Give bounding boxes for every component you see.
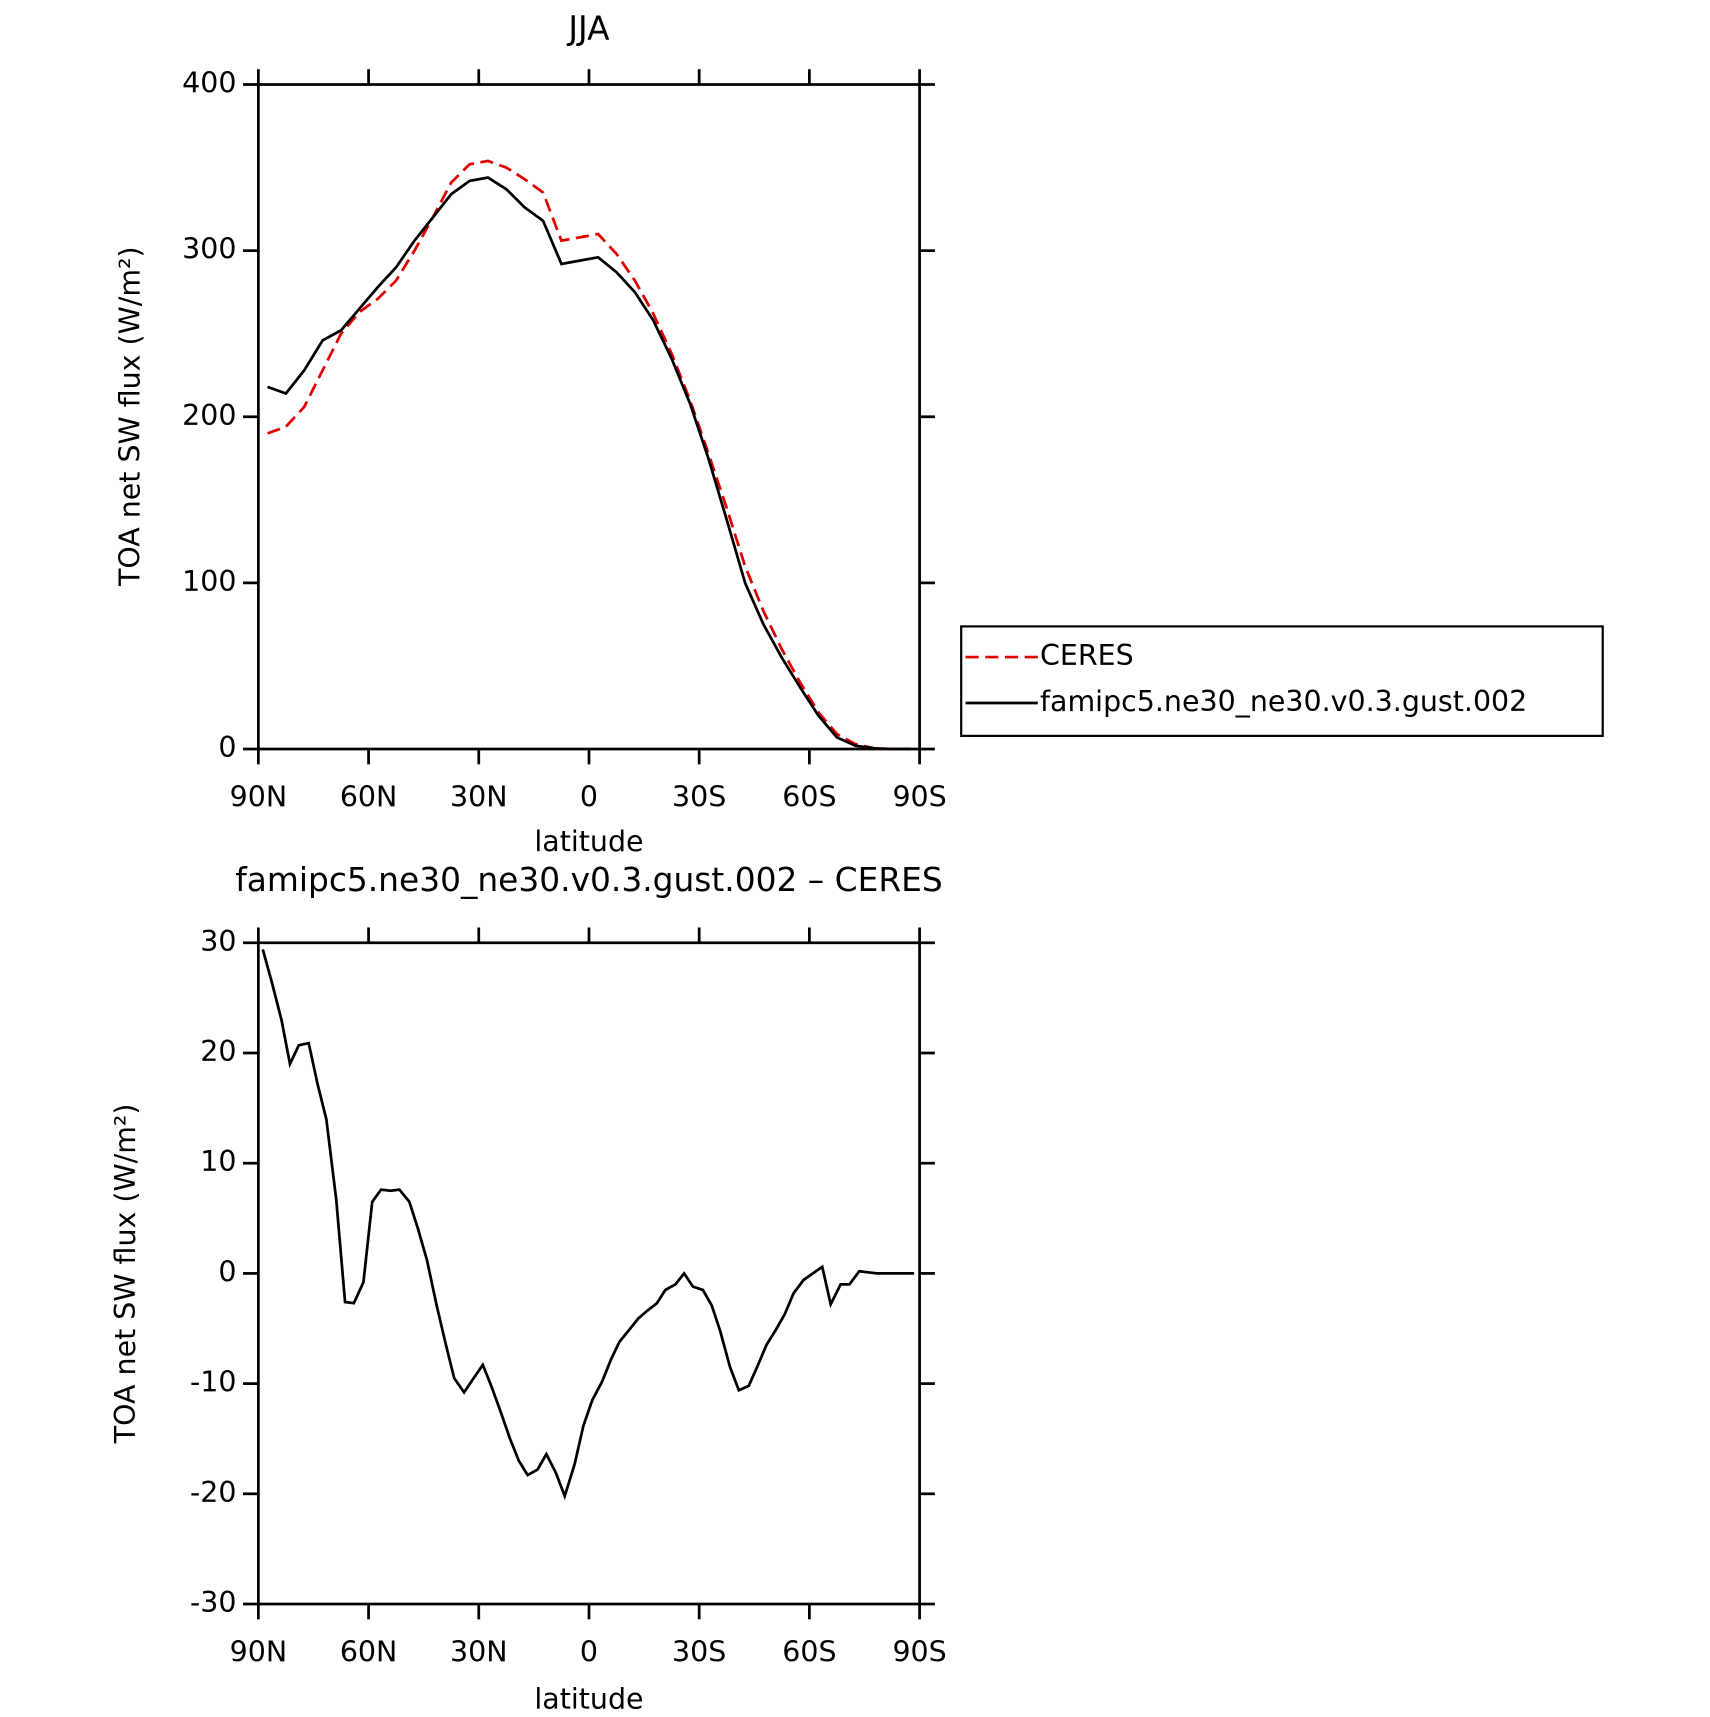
x-tick-label: 60N xyxy=(340,780,398,813)
plot-frame xyxy=(256,83,921,751)
x-tick-label: 60N xyxy=(340,1635,398,1668)
legend-label: famipc5.ne30_ne30.v0.3.gust.002 xyxy=(1040,685,1527,718)
y-tick-label: 300 xyxy=(182,233,236,266)
x-tick-label: 90N xyxy=(230,1635,287,1668)
x-tick-label: 30S xyxy=(672,1635,726,1668)
legend-label: CERES xyxy=(1040,639,1134,672)
x-tick-label: 60S xyxy=(782,1635,836,1668)
x-tick-label: 90S xyxy=(892,1635,946,1668)
y-tick-label: 20 xyxy=(200,1035,236,1068)
y-tick-label: 400 xyxy=(182,67,236,100)
x-tick-label: 30N xyxy=(450,1635,508,1668)
y-tick-label: 0 xyxy=(218,1255,236,1288)
x-axis-label: latitude xyxy=(534,825,643,858)
y-tick-label: -30 xyxy=(190,1586,236,1619)
y-axis-label: TOA net SW flux (W/m²) xyxy=(113,246,146,587)
x-tick-label: 90N xyxy=(230,780,287,813)
line xyxy=(267,159,911,751)
y-tick-label: 200 xyxy=(182,399,236,432)
y-axis-label: TOA net SW flux (W/m²) xyxy=(109,1104,142,1445)
chart-title: famipc5.ne30_ne30.v0.3.gust.002 – CERES xyxy=(235,861,943,899)
x-tick-label: 60S xyxy=(782,780,836,813)
x-axis-label: latitude xyxy=(534,1682,643,1715)
y-tick-label: 10 xyxy=(200,1145,236,1178)
line xyxy=(261,949,915,1501)
plot-frame xyxy=(256,941,921,1606)
line xyxy=(267,176,911,751)
y-tick-label: -20 xyxy=(190,1476,236,1509)
y-tick-label: 0 xyxy=(218,731,236,764)
y-tick-label: 100 xyxy=(182,565,236,598)
y-tick-label: -10 xyxy=(190,1366,236,1399)
x-tick-label: 0 xyxy=(580,1635,598,1668)
chart-title: JJA xyxy=(566,9,610,47)
legend-box xyxy=(960,625,1604,737)
x-tick-label: 30S xyxy=(672,780,726,813)
x-tick-label: 0 xyxy=(580,780,598,813)
x-tick-label: 30N xyxy=(450,780,508,813)
x-tick-label: 90S xyxy=(892,780,946,813)
y-tick-label: 30 xyxy=(200,925,236,958)
